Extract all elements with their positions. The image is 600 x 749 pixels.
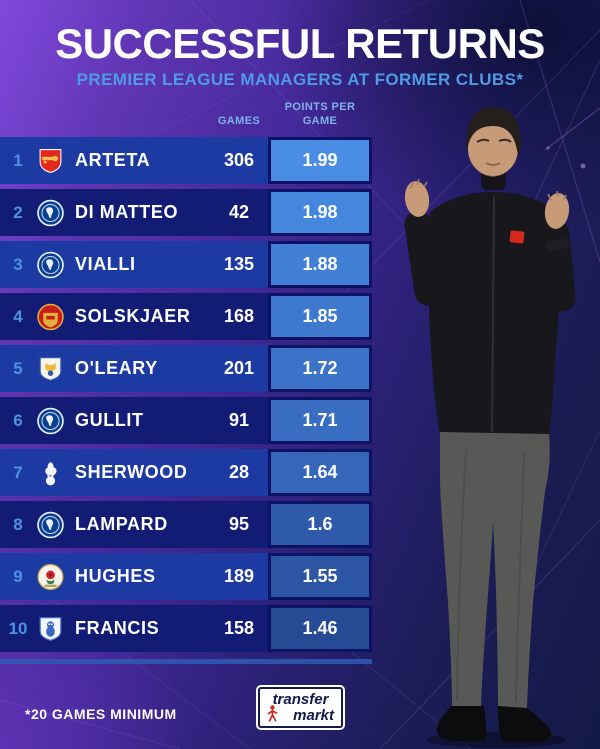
- rank-label: 5: [13, 358, 23, 378]
- ppg-cell: 1.55: [268, 553, 372, 600]
- table-row: 6 GULLIT 91 1.71: [0, 397, 372, 444]
- ppg-cell: 1.85: [268, 293, 372, 340]
- ppg-cell: 1.64: [268, 449, 372, 496]
- rank-label: 6: [13, 410, 23, 430]
- rank-label: 9: [13, 566, 23, 586]
- footnote: *20 GAMES MINIMUM: [25, 706, 177, 722]
- manager-name: VIALLI: [75, 254, 136, 274]
- page-title: SUCCESSFUL RETURNS: [55, 20, 545, 67]
- table-bottom-accent: [0, 659, 372, 664]
- table-row: 1 ARTETA 306 1.99: [0, 137, 372, 184]
- manager-name: O'LEARY: [75, 358, 158, 378]
- rank-label: 7: [13, 462, 23, 482]
- manager-name: GULLIT: [75, 410, 144, 430]
- games-value: 306: [223, 150, 255, 170]
- table-row: 8 LAMPARD 95 1.6: [0, 501, 372, 548]
- manager-name: FRANCIS: [75, 618, 160, 638]
- manager-name: LAMPARD: [75, 514, 168, 534]
- column-header-ppg-line1: POINTS PER: [284, 101, 356, 113]
- chelsea-crest-icon: [37, 407, 64, 434]
- games-value: 158: [223, 618, 255, 638]
- table-row: 5 O'LEARY 201 1.72: [0, 345, 372, 392]
- arsenal-crest-icon: [37, 147, 64, 174]
- sheffield-wednesday-crest-icon: [37, 615, 64, 642]
- ppg-cell: 1.46: [268, 605, 372, 652]
- column-header-ppg: POINTS PER GAME: [268, 100, 372, 129]
- games-value: 28: [228, 462, 250, 482]
- rank-label: 2: [13, 202, 23, 222]
- games-value: 168: [223, 306, 255, 326]
- chelsea-crest-icon: [37, 511, 64, 538]
- table-row: 4 SOLSKJAER 168 1.85: [0, 293, 372, 340]
- ppg-value: 1.55: [302, 566, 338, 586]
- rank-label: 4: [13, 306, 23, 326]
- ppg-cell: 1.88: [268, 241, 372, 288]
- ppg-cell: 1.72: [268, 345, 372, 392]
- manager-name: SHERWOOD: [75, 462, 188, 482]
- chelsea-crest-icon: [37, 199, 64, 226]
- column-header-ppg-line2: GAME: [302, 115, 338, 128]
- ppg-value: 1.64: [302, 462, 338, 482]
- ppg-value: 1.88: [302, 254, 338, 274]
- man-united-crest-icon: [37, 303, 64, 330]
- games-value: 95: [228, 514, 250, 534]
- table-row: 9 HUGHES 189 1.55: [0, 553, 372, 600]
- transfermarkt-logo: transfer markt: [258, 687, 343, 728]
- manager-name: DI MATTEO: [75, 202, 179, 222]
- table-row: 3 VIALLI 135 1.88: [0, 241, 372, 288]
- games-value: 189: [223, 566, 255, 586]
- blackburn-crest-icon: [37, 563, 64, 590]
- logo-text-line2: markt: [293, 706, 334, 724]
- games-value: 135: [223, 254, 255, 274]
- manager-name: ARTETA: [75, 150, 151, 170]
- ppg-value: 1.72: [302, 358, 338, 378]
- ppg-value: 1.99: [302, 150, 338, 170]
- ppg-value: 1.6: [307, 514, 333, 534]
- ppg-cell: 1.98: [268, 189, 372, 236]
- ppg-value: 1.85: [302, 306, 338, 326]
- manager-name: SOLSKJAER: [75, 306, 191, 326]
- table-row: 7 SHERWOOD 28 1.64: [0, 449, 372, 496]
- ppg-cell: 1.6: [268, 501, 372, 548]
- games-value: 201: [223, 358, 255, 378]
- ppg-cell: 1.71: [268, 397, 372, 444]
- ppg-value: 1.98: [302, 202, 338, 222]
- page-subtitle: PREMIER LEAGUE MANAGERS AT FORMER CLUBS*: [76, 70, 524, 89]
- logo-player-figure-icon: [267, 705, 278, 722]
- rank-label: 10: [8, 618, 28, 638]
- chelsea-crest-icon: [37, 251, 64, 278]
- table-row: 2 DI MATTEO 42 1.98: [0, 189, 372, 236]
- rank-label: 3: [13, 254, 23, 274]
- ppg-value: 1.71: [302, 410, 338, 430]
- leeds-crest-icon: [37, 355, 64, 382]
- logo-text-line1: transfer: [272, 690, 329, 708]
- games-value: 42: [228, 202, 250, 222]
- rank-label: 8: [13, 514, 23, 534]
- manager-name: HUGHES: [75, 566, 156, 586]
- games-value: 91: [228, 410, 250, 430]
- tottenham-crest-icon: [37, 459, 64, 486]
- table-row: 10 FRANCIS 158 1.46: [0, 605, 372, 652]
- ppg-value: 1.46: [302, 618, 338, 638]
- ranking-table: 1 ARTETA 306 1.99 2 DI MATTEO 42 1.98 3 …: [0, 137, 372, 652]
- rank-label: 1: [13, 150, 23, 170]
- column-header-games: GAMES: [217, 115, 261, 127]
- ppg-cell: 1.99: [268, 137, 372, 184]
